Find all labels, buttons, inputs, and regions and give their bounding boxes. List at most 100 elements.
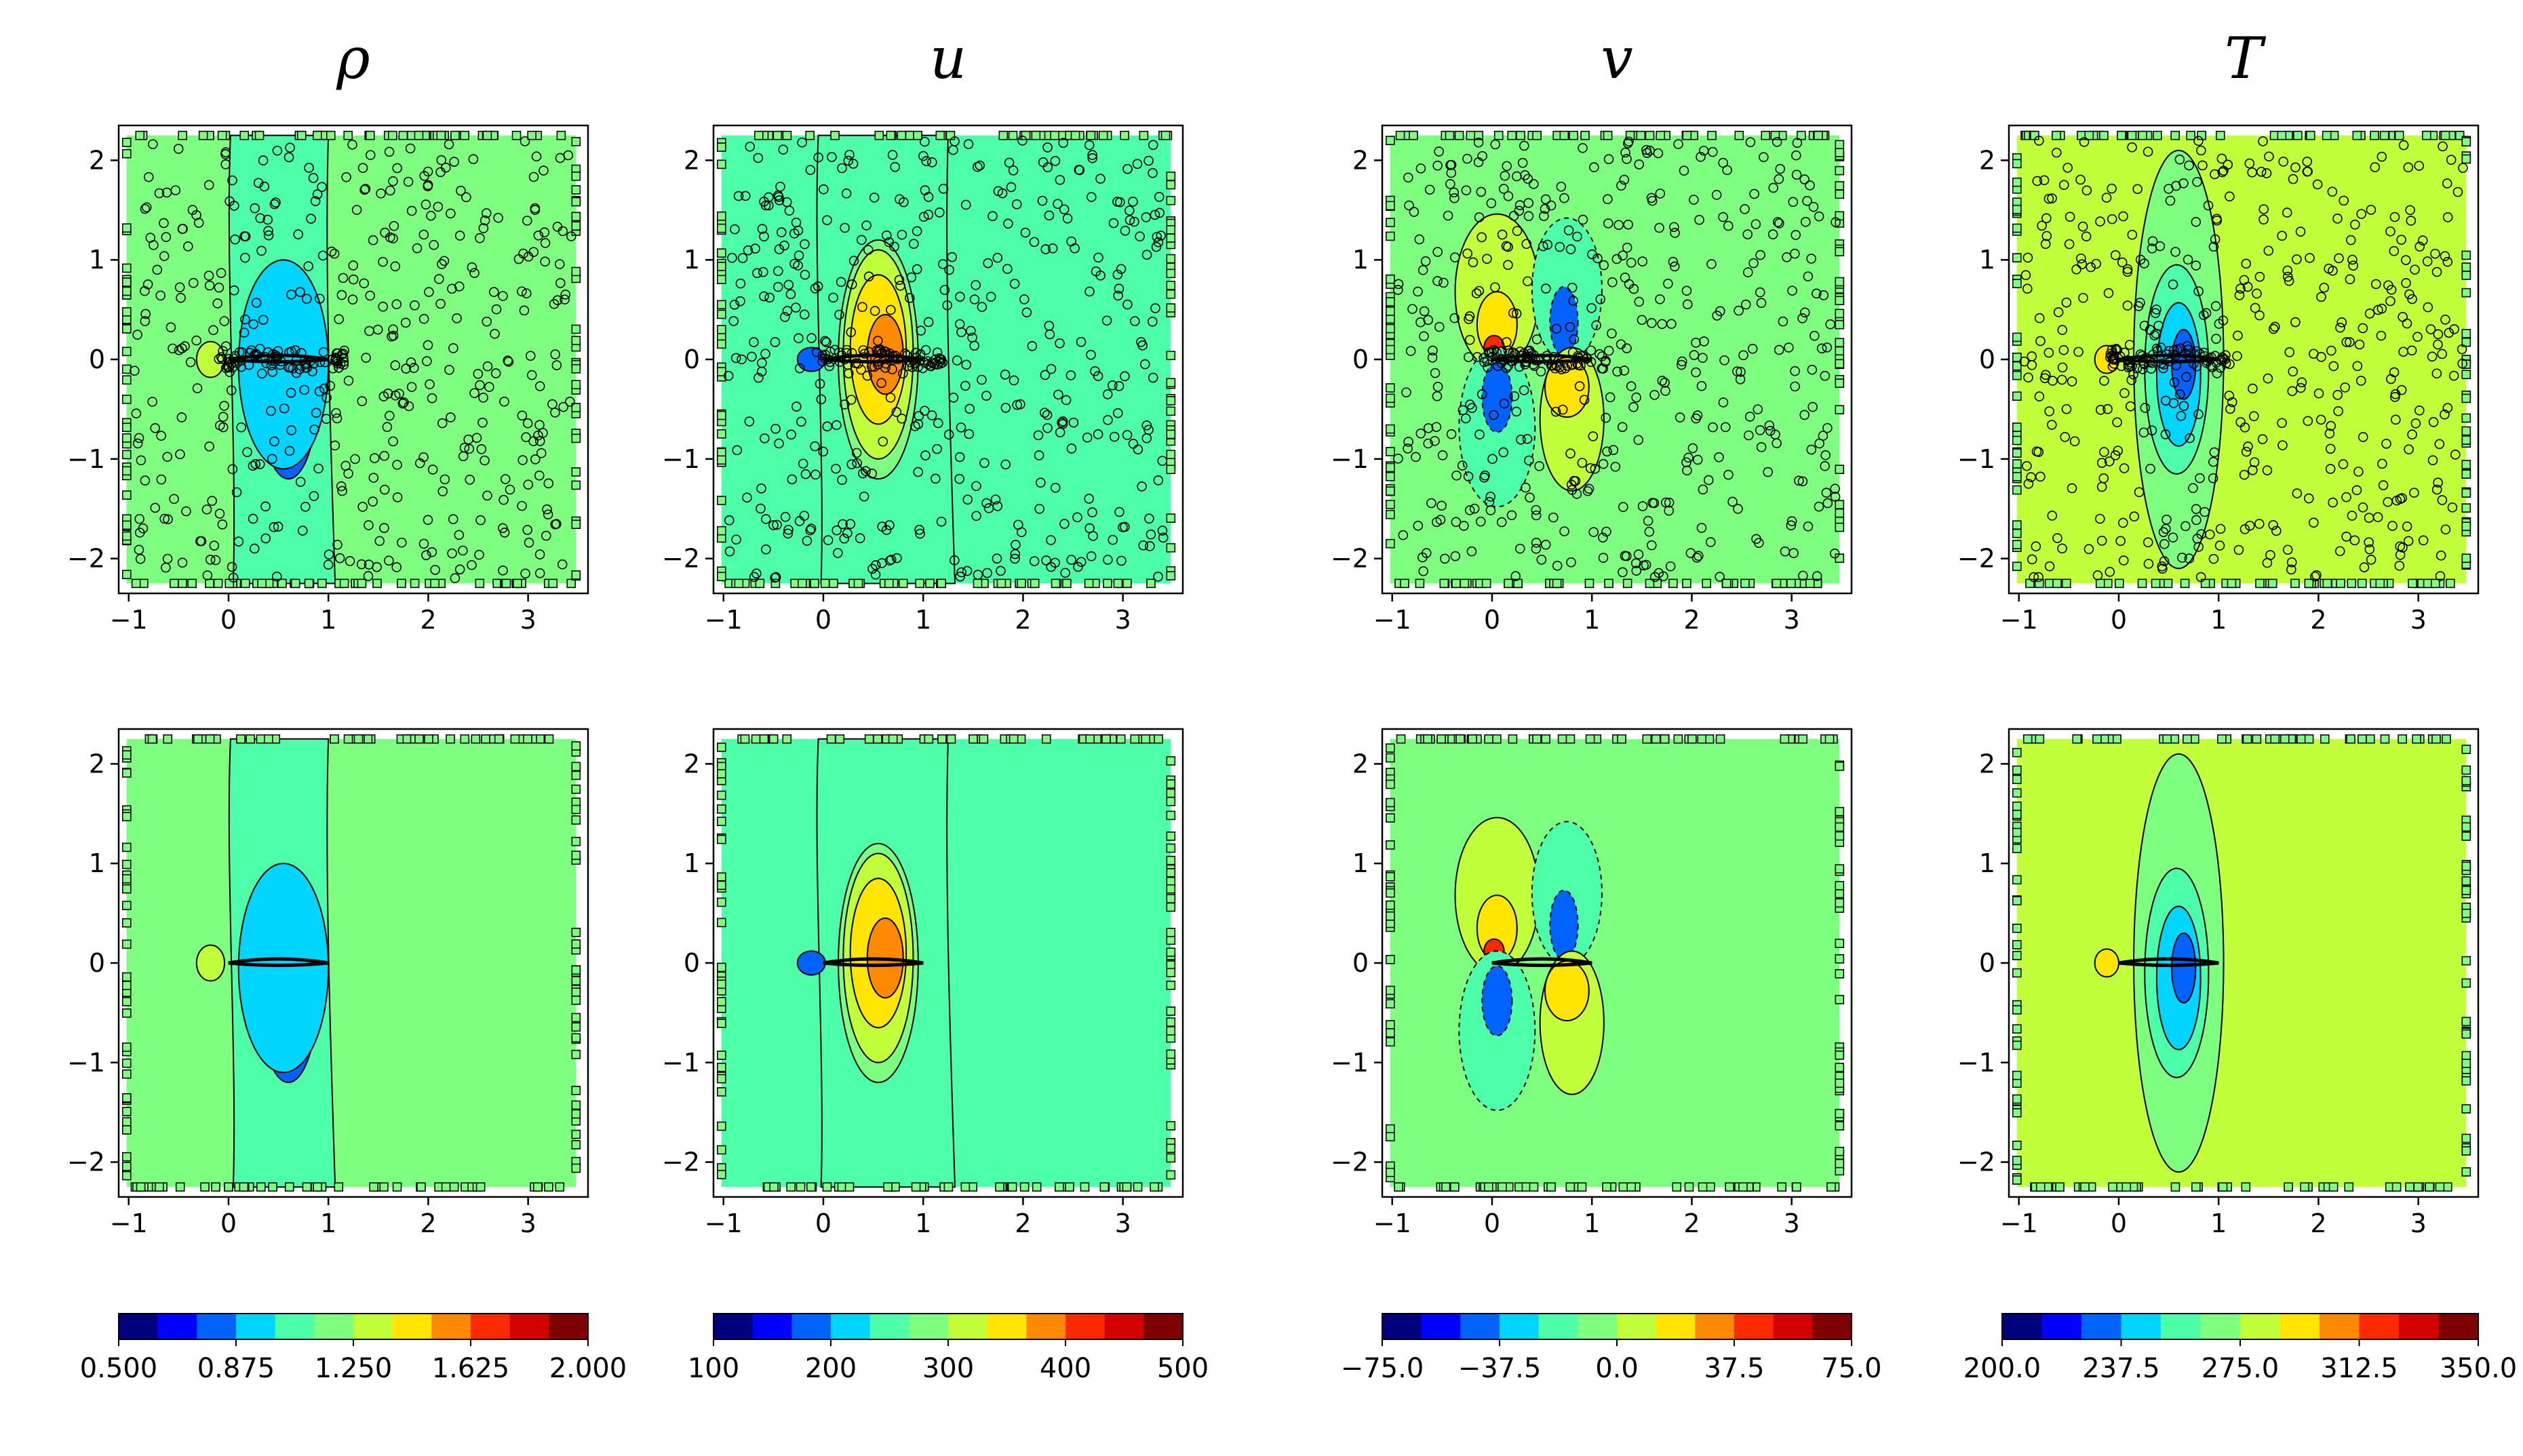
interior-point xyxy=(2457,344,2467,355)
interior-point xyxy=(1130,316,1140,326)
boundary-point xyxy=(2461,435,2471,445)
interior-point xyxy=(2414,161,2425,171)
interior-point xyxy=(1156,231,1167,241)
interior-point xyxy=(1418,566,1428,576)
interior-point xyxy=(2105,566,2115,577)
interior-point xyxy=(1806,254,1816,264)
interior-point xyxy=(2377,151,2387,162)
y-tick-label: −2 xyxy=(1957,1147,1995,1177)
interior-point xyxy=(962,566,973,576)
boundary-point xyxy=(1146,578,1156,589)
interior-point xyxy=(464,444,475,454)
interior-point xyxy=(1768,182,1778,193)
interior-point xyxy=(918,212,929,222)
boundary-point xyxy=(555,1182,565,1192)
boundary-point xyxy=(1385,1167,1395,1177)
boundary-point xyxy=(178,130,188,140)
interior-point xyxy=(372,562,382,572)
interior-point xyxy=(882,230,892,241)
interior-point xyxy=(973,570,983,580)
x-tick-label: −1 xyxy=(1373,1208,1411,1238)
boundary-point xyxy=(2127,130,2137,140)
interior-point xyxy=(1753,538,1764,548)
interior-point xyxy=(1427,352,1438,363)
interior-point xyxy=(2414,241,2425,252)
interior-point xyxy=(337,486,347,496)
boundary-point xyxy=(2430,578,2440,589)
boundary-point xyxy=(369,1182,379,1192)
interior-point xyxy=(1529,361,1540,371)
interior-point xyxy=(541,530,551,541)
interior-point xyxy=(1621,551,1632,562)
interior-point xyxy=(1723,469,1734,480)
boundary-point xyxy=(2461,1050,2471,1061)
boundary-point xyxy=(1166,571,1176,581)
interior-point xyxy=(1158,532,1169,543)
interior-point xyxy=(1603,154,1614,165)
colorbar-tick-label: 75.0 xyxy=(1821,1353,1881,1384)
boundary-point xyxy=(2012,1040,2022,1050)
interior-point xyxy=(1736,366,1746,377)
boundary-point xyxy=(1101,734,1111,744)
boundary-point xyxy=(436,130,446,140)
interior-point xyxy=(834,357,845,367)
boundary-point xyxy=(121,1152,132,1162)
boundary-point xyxy=(556,130,566,140)
boundary-point xyxy=(2025,578,2035,589)
interior-point xyxy=(2254,310,2265,321)
interior-point xyxy=(2191,260,2202,271)
interior-point xyxy=(1084,286,1095,297)
boundary-point xyxy=(1166,233,1176,243)
boundary-point xyxy=(798,578,807,589)
interior-point xyxy=(477,417,488,428)
interior-point xyxy=(932,444,942,454)
boundary-point xyxy=(121,149,132,159)
interior-point xyxy=(1122,163,1133,174)
interior-point xyxy=(820,336,830,347)
boundary-point xyxy=(256,734,266,744)
interior-point xyxy=(295,477,306,487)
boundary-point xyxy=(853,578,863,589)
interior-point xyxy=(727,252,737,263)
boundary-point xyxy=(424,734,433,744)
boundary-point xyxy=(1113,578,1123,589)
interior-point xyxy=(2358,323,2368,334)
interior-point xyxy=(1070,243,1080,254)
interior-point xyxy=(2065,212,2075,222)
boundary-point xyxy=(1385,911,1395,921)
interior-point xyxy=(1090,366,1100,376)
interior-point xyxy=(1822,342,1833,353)
boundary-point xyxy=(1166,902,1176,912)
x-tick-label: −1 xyxy=(110,605,148,635)
interior-point xyxy=(461,192,471,203)
interior-point xyxy=(2117,257,2128,268)
boundary-point xyxy=(2461,262,2471,272)
boundary-point xyxy=(2012,448,2022,458)
interior-point xyxy=(1432,382,1443,392)
interior-point xyxy=(388,330,399,341)
interior-point xyxy=(140,203,151,214)
boundary-point xyxy=(1166,1017,1176,1027)
y-tick-label: 1 xyxy=(1979,245,1995,275)
interior-point xyxy=(136,455,146,466)
interior-point xyxy=(1430,435,1440,446)
interior-point xyxy=(1498,447,1508,458)
interior-point xyxy=(220,159,231,170)
boundary-point xyxy=(973,578,983,589)
x-tick-label: 3 xyxy=(1115,1208,1131,1238)
colorbar-tick-label: −37.5 xyxy=(1458,1353,1542,1384)
interior-point xyxy=(150,422,160,433)
interior-point xyxy=(2159,556,2170,566)
interior-point xyxy=(530,203,541,214)
interior-point xyxy=(522,216,532,226)
boundary-point xyxy=(475,1182,486,1192)
interior-point xyxy=(857,235,867,245)
interior-point xyxy=(977,302,987,312)
interior-point xyxy=(2073,347,2084,357)
boundary-point xyxy=(2300,1182,2309,1192)
interior-point xyxy=(1586,302,1597,313)
interior-point xyxy=(2108,354,2119,365)
interior-point xyxy=(267,367,278,377)
colorbar-tick-label: 0.875 xyxy=(197,1353,275,1384)
interior-point xyxy=(1646,193,1657,203)
